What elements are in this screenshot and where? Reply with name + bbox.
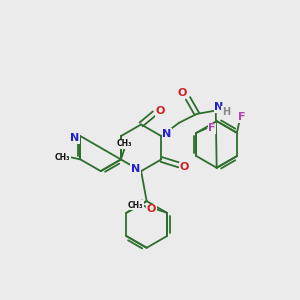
Text: O: O	[178, 88, 187, 98]
Text: F: F	[208, 123, 216, 133]
Text: CH₃: CH₃	[128, 200, 143, 209]
Text: O: O	[180, 162, 189, 172]
Text: CH₃: CH₃	[116, 140, 132, 148]
Text: N: N	[214, 102, 224, 112]
Text: O: O	[147, 204, 156, 214]
Text: O: O	[155, 106, 165, 116]
Text: F: F	[238, 112, 245, 122]
Text: H: H	[222, 107, 230, 117]
Text: CH₃: CH₃	[55, 153, 70, 162]
Text: N: N	[162, 129, 172, 139]
Text: N: N	[70, 133, 80, 143]
Text: N: N	[131, 164, 140, 174]
